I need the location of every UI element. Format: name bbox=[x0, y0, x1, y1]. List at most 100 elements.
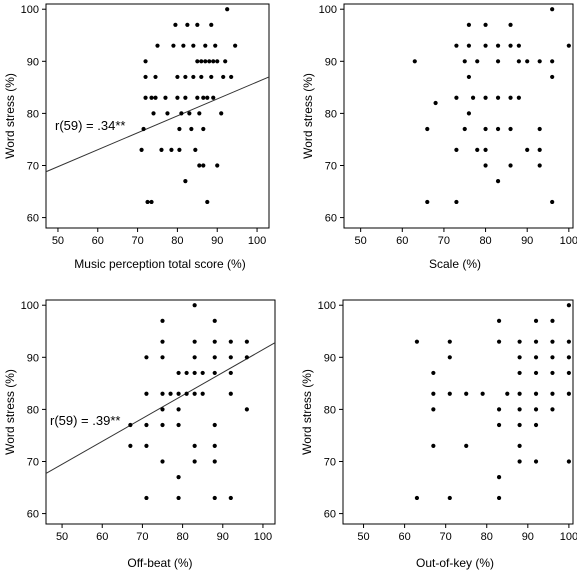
data-point bbox=[192, 443, 197, 448]
data-point bbox=[219, 111, 224, 116]
data-point bbox=[192, 303, 197, 308]
x-axis-label: Scale (%) bbox=[429, 257, 481, 271]
y-tick-label: 70 bbox=[27, 160, 39, 172]
data-point bbox=[201, 126, 206, 132]
data-point bbox=[550, 318, 555, 323]
data-point bbox=[496, 422, 502, 428]
data-point bbox=[537, 59, 542, 64]
y-tick-label: 70 bbox=[27, 456, 39, 468]
data-point bbox=[223, 59, 228, 64]
data-point bbox=[517, 443, 522, 448]
data-point bbox=[195, 59, 200, 64]
regression-line bbox=[45, 342, 276, 474]
data-point bbox=[215, 59, 220, 64]
data-point bbox=[212, 370, 217, 376]
data-point bbox=[195, 95, 200, 100]
data-point bbox=[159, 147, 164, 152]
data-point bbox=[200, 391, 205, 396]
x-tick-label: 50 bbox=[52, 235, 64, 247]
data-point bbox=[533, 318, 539, 323]
data-point bbox=[145, 199, 150, 205]
data-point bbox=[533, 355, 539, 360]
data-point bbox=[228, 391, 233, 396]
data-point bbox=[517, 339, 522, 344]
data-point bbox=[447, 339, 452, 344]
data-point bbox=[160, 391, 165, 396]
data-point bbox=[173, 22, 178, 27]
data-point bbox=[550, 74, 555, 80]
data-point bbox=[447, 355, 452, 360]
data-point bbox=[199, 59, 204, 64]
data-point bbox=[244, 407, 249, 412]
x-tick-label: 80 bbox=[481, 531, 493, 543]
data-point bbox=[508, 126, 513, 132]
x-tick-label: 90 bbox=[217, 531, 229, 543]
data-point bbox=[212, 318, 217, 323]
y-axis-label: Word stress (%) bbox=[300, 369, 314, 455]
data-point bbox=[153, 74, 158, 80]
data-point bbox=[212, 495, 217, 501]
data-point bbox=[149, 95, 154, 100]
plot-frame bbox=[342, 299, 574, 525]
data-point bbox=[495, 126, 501, 132]
data-point bbox=[128, 422, 133, 428]
data-point bbox=[160, 459, 165, 464]
data-point bbox=[566, 303, 571, 308]
data-point bbox=[175, 95, 180, 100]
data-point bbox=[517, 391, 522, 396]
plot-frame bbox=[343, 3, 574, 229]
data-point bbox=[176, 475, 181, 480]
data-point bbox=[213, 43, 218, 48]
data-point bbox=[495, 95, 501, 100]
y-tick-label: 70 bbox=[325, 160, 337, 172]
plot-frame bbox=[45, 299, 276, 525]
data-point bbox=[192, 459, 197, 464]
x-tick-label: 60 bbox=[92, 235, 104, 247]
data-point bbox=[550, 59, 555, 64]
data-point bbox=[508, 22, 513, 27]
data-point bbox=[197, 111, 202, 116]
y-tick-label: 60 bbox=[27, 213, 39, 225]
data-point bbox=[414, 495, 420, 501]
data-point bbox=[464, 391, 469, 396]
x-tick-label: 50 bbox=[357, 531, 369, 543]
data-point bbox=[192, 355, 197, 360]
data-point bbox=[229, 74, 234, 80]
data-point bbox=[197, 163, 202, 168]
data-point bbox=[470, 95, 476, 100]
data-point bbox=[525, 147, 530, 152]
data-point bbox=[144, 443, 149, 448]
data-point bbox=[462, 59, 467, 64]
data-point bbox=[143, 59, 148, 64]
data-point bbox=[211, 59, 216, 64]
y-tick-label: 80 bbox=[325, 108, 337, 120]
data-point bbox=[537, 126, 542, 132]
data-point bbox=[496, 318, 502, 323]
data-point bbox=[151, 111, 156, 116]
y-tick-label: 90 bbox=[325, 56, 337, 68]
data-point bbox=[550, 391, 555, 396]
x-tick-label: 60 bbox=[396, 235, 408, 247]
x-tick-label: 90 bbox=[522, 531, 534, 543]
chart-panel-4: 50 60 70 80 90 100 60 70 80 90 100 Out-of-key (%) Wo… bbox=[300, 299, 577, 570]
data-point bbox=[517, 355, 522, 360]
data-point bbox=[205, 95, 210, 100]
data-point bbox=[179, 111, 184, 116]
data-point bbox=[228, 355, 233, 360]
chart-panel-2: 50 60 70 80 90 100 60 70 80 90 100 Scale (%) Word st… bbox=[301, 3, 577, 271]
data-point bbox=[517, 370, 522, 376]
data-point bbox=[160, 318, 165, 323]
data-point bbox=[144, 391, 149, 396]
y-tick-label: 90 bbox=[27, 352, 39, 364]
x-tick-label: 70 bbox=[438, 235, 450, 247]
data-point bbox=[505, 391, 510, 396]
data-point bbox=[508, 95, 513, 100]
x-tick-label: 70 bbox=[136, 531, 148, 543]
data-point bbox=[189, 126, 194, 132]
data-point bbox=[533, 391, 539, 396]
data-point bbox=[212, 339, 217, 344]
data-point bbox=[149, 199, 154, 205]
y-tick-label: 70 bbox=[324, 456, 336, 468]
data-point bbox=[496, 495, 502, 501]
